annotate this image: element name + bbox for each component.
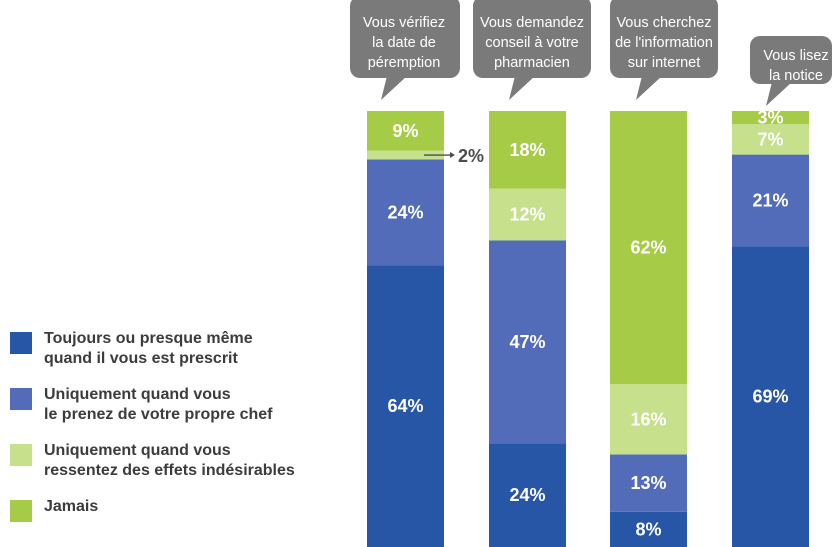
category-label: Vous lisez [763,48,828,64]
legend-item-propre-chef: Uniquement quand vous le prenez de votre… [8,385,338,441]
legend-label: Uniquement quand vous le prenez de votre… [44,385,339,425]
data-label: 21% [752,190,788,210]
bar-segment [732,246,809,547]
bar-segment [489,240,566,444]
data-label: 64% [387,396,423,416]
bubble-shape [473,0,591,78]
bubble-tail [636,76,662,100]
category-label: sur internet [628,55,701,71]
legend-label: Uniquement quand vous ressentez des effe… [44,441,339,481]
legend-label-line: Uniquement quand vous [44,442,231,459]
bar-segment [367,159,444,266]
category-label: pharmacien [494,55,570,71]
data-label: 9% [392,121,418,141]
category-label: la date de [372,35,436,51]
data-label: 18% [509,140,545,160]
legend-label-line: Jamais [44,498,99,515]
category-label: Vous vérifiez [363,15,445,31]
category-label: de l'information [615,35,713,51]
callout: 2% [424,146,484,166]
legend-label-line: Uniquement quand vous [44,386,231,403]
category-label: péremption [368,55,441,71]
segment-labels: 64% 24% 9% 24% 47% 12% 18% 8% 13% 16% 62% 69% 21% 7%3… [387,108,788,540]
data-label: 3% [757,108,783,128]
bubble-shape [610,0,718,78]
data-label: 13% [630,473,666,493]
legend-item-effets-indesirables: Uniquement quand vous ressentez des effe… [8,441,338,497]
bar-segment [610,384,687,455]
bubble-tail [381,76,407,100]
data-label: 16% [630,409,666,429]
callout-arrowhead [450,152,455,159]
category-bubble: Vous demandez conseil à votre pharmacien [473,0,591,100]
legend: Toujours ou presque même quand il vous e… [8,329,339,522]
bubble-shape [750,36,832,84]
bars [367,111,809,547]
legend-label-line: quand il vous est prescrit [44,350,238,367]
category-label: Vous cherchez [616,15,711,31]
data-label: 12% [509,205,545,225]
bubble-tail [509,76,535,100]
bar-segment [489,111,566,189]
bar-segment [732,111,809,125]
bar-segment [732,154,809,247]
bar-segment [367,265,444,547]
data-label: 24% [387,202,423,222]
category-label: Vous demandez [480,15,584,31]
bar-segment [489,443,566,547]
bar-segment [489,188,566,241]
bar-segment [610,511,687,547]
bar-segment [732,124,809,155]
data-label: 24% [509,485,545,505]
legend-swatch [10,388,32,410]
legend-label-line: ressentez des effets indésirables [44,462,295,479]
data-label: 7% [757,129,783,149]
bar-segment [367,150,444,160]
bar-segment [610,111,687,385]
category-label: la notice [769,68,823,84]
category-bubble: Vous vérifiez la date de péremption [350,0,460,100]
legend-label: Jamais [44,497,339,517]
legend-swatch [10,444,32,466]
data-label: 8% [635,519,661,539]
legend-label: Toujours ou presque même quand il vous e… [44,329,339,369]
legend-swatch [10,332,32,354]
bar-segment [610,454,687,512]
bubble-tail [766,82,792,106]
legend-item-toujours: Toujours ou presque même quand il vous e… [8,329,338,385]
data-label: 62% [630,238,666,258]
category-label: conseil à votre [485,35,579,51]
category-bubbles: Vous vérifiez la date de péremption Vous de… [350,0,832,106]
category-bubble: Vous cherchez de l'information sur interne… [610,0,718,100]
data-label: 69% [752,387,788,407]
data-label: 47% [509,332,545,352]
bubble-shape [350,0,460,78]
category-bubble: Vous lisez la notice [750,36,832,106]
legend-swatch [10,500,32,522]
callout-label: 2% [458,146,484,166]
legend-label-line: le prenez de votre propre chef [44,406,273,423]
legend-label-line: Toujours ou presque même [44,330,253,347]
bar-segment [367,111,444,151]
legend-item-jamais: Jamais [8,497,339,522]
